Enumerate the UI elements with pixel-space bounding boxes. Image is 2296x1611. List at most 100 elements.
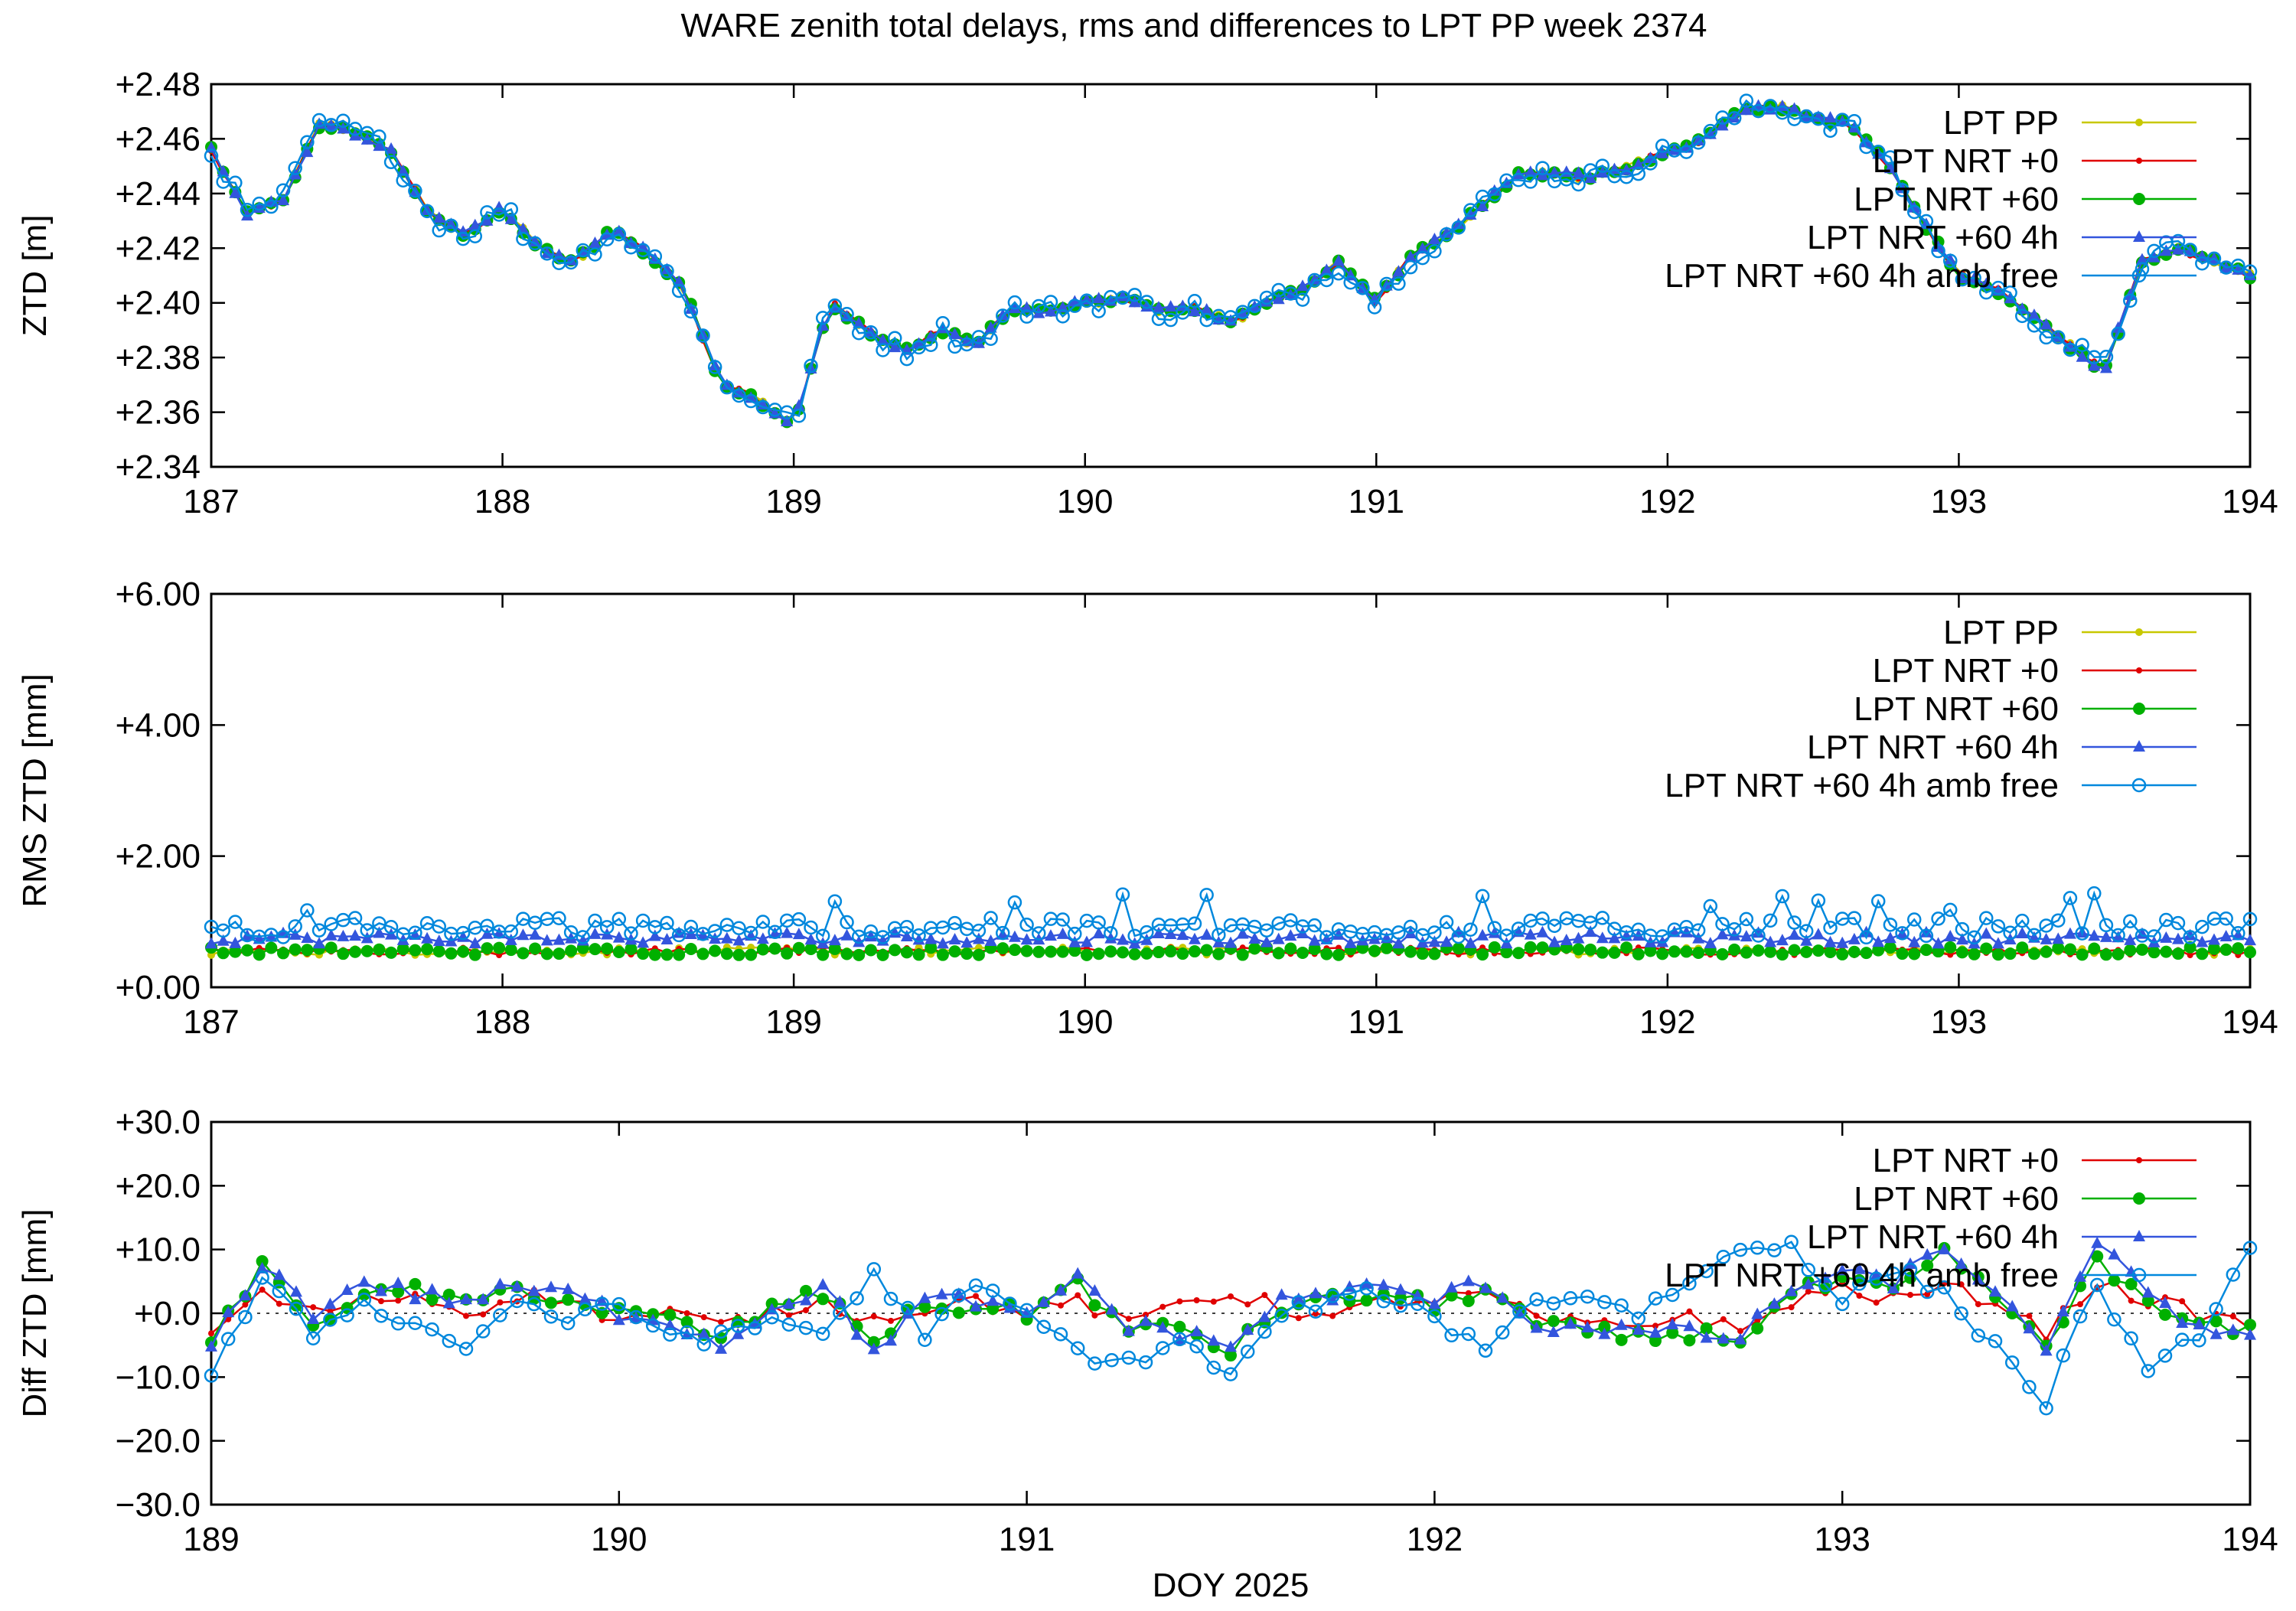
data-point — [2171, 947, 2184, 960]
data-point — [1284, 929, 1297, 941]
data-point — [1008, 302, 1021, 314]
data-point — [748, 1321, 762, 1335]
data-point — [876, 930, 890, 944]
data-point — [463, 1313, 469, 1319]
data-point — [1560, 934, 1573, 946]
data-point — [1359, 1281, 1374, 1296]
data-point — [743, 393, 758, 409]
data-point — [1284, 942, 1297, 955]
data-point — [850, 1328, 863, 1340]
data-point — [2075, 338, 2089, 352]
data-point — [383, 920, 399, 934]
data-point — [1274, 1308, 1289, 1323]
data-point — [2003, 925, 2017, 940]
data-point — [1883, 941, 1896, 954]
data-point — [804, 942, 817, 955]
data-point — [576, 243, 591, 258]
data-point — [612, 1296, 627, 1312]
data-point — [696, 947, 709, 960]
data-point — [1883, 150, 1898, 165]
data-point — [1488, 926, 1501, 938]
data-point — [1207, 1334, 1220, 1346]
data-point — [1680, 925, 1693, 938]
data-point — [798, 1320, 814, 1335]
data-point — [504, 944, 517, 957]
data-point — [1955, 921, 1970, 937]
data-point — [1648, 1291, 1663, 1306]
y-tick-label: +6.00 — [116, 576, 201, 613]
data-point — [2226, 1267, 2241, 1282]
data-point — [360, 931, 373, 944]
data-point — [885, 1334, 897, 1346]
data-point — [1176, 947, 1189, 960]
data-point — [421, 931, 434, 944]
data-point — [1283, 286, 1298, 301]
data-point — [545, 1280, 557, 1293]
data-point — [719, 380, 735, 395]
data-point — [578, 1302, 592, 1317]
data-point — [840, 306, 854, 321]
data-point — [948, 328, 961, 340]
data-point — [563, 255, 579, 270]
data-point — [2123, 293, 2138, 308]
data-point — [375, 1284, 387, 1296]
data-point — [2195, 919, 2210, 934]
data-point — [205, 937, 217, 949]
chart-title: WARE zenith total delays, rms and differ… — [680, 7, 1707, 44]
data-point — [1887, 1281, 1900, 1293]
data-point — [791, 409, 807, 423]
data-point — [1200, 944, 1213, 957]
y-tick-label: +0.00 — [116, 969, 201, 1006]
data-point — [323, 1313, 338, 1327]
data-point — [373, 943, 386, 956]
data-point — [1572, 166, 1585, 178]
data-point — [1495, 1325, 1510, 1340]
data-point — [1895, 926, 1910, 941]
data-point — [2179, 1298, 2186, 1305]
data-point — [228, 915, 243, 929]
data-point — [1007, 295, 1022, 310]
data-point — [1272, 947, 1285, 960]
data-point — [781, 926, 794, 938]
data-point — [947, 915, 962, 931]
data-point — [828, 942, 841, 955]
data-point — [1584, 925, 1597, 938]
data-point — [425, 1322, 439, 1337]
data-point — [1908, 935, 1921, 947]
data-point — [1734, 1332, 1746, 1345]
data-point — [527, 1296, 542, 1312]
data-point — [1188, 932, 1201, 944]
data-point — [2147, 929, 2161, 944]
data-point — [395, 1297, 402, 1304]
data-point — [313, 937, 326, 949]
data-point — [1598, 1320, 1611, 1333]
data-point — [743, 925, 758, 941]
data-point — [1919, 925, 1932, 938]
data-point — [1896, 947, 1909, 960]
data-point — [481, 214, 494, 226]
data-point — [660, 915, 674, 931]
data-point — [2091, 1236, 2104, 1248]
legend-label: LPT NRT +60 — [1854, 181, 2059, 218]
data-point — [800, 1284, 812, 1297]
data-point — [1159, 1303, 1166, 1310]
data-point — [660, 948, 673, 961]
data-point — [840, 947, 853, 960]
x-tick-label: 191 — [1349, 1003, 1404, 1041]
data-point — [1859, 139, 1874, 155]
x-tick-label: 189 — [183, 1521, 239, 1558]
legend-label: LPT NRT +60 — [1854, 1180, 2059, 1218]
data-point — [392, 1276, 405, 1288]
data-point — [1240, 1344, 1255, 1359]
x-tick-label: 189 — [765, 483, 821, 520]
data-point — [660, 933, 673, 945]
data-point — [1032, 945, 1045, 958]
data-point — [2124, 944, 2137, 957]
series-markers — [204, 886, 2258, 945]
data-point — [635, 913, 651, 928]
data-point — [396, 943, 409, 956]
data-point — [1800, 934, 1813, 946]
data-point — [1632, 158, 1645, 170]
